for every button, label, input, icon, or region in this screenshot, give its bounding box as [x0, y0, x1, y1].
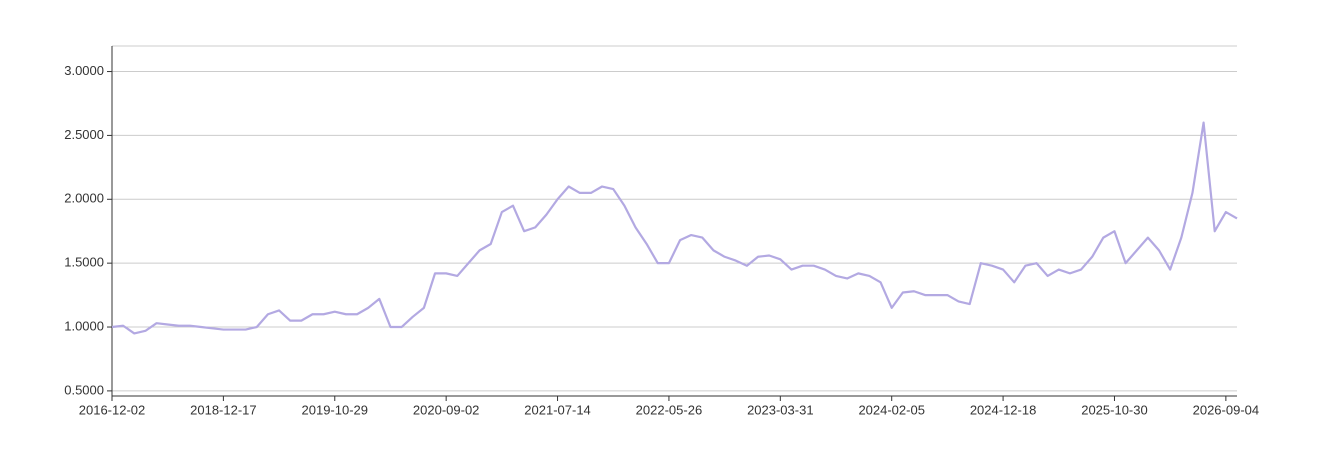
x-tick-label: 2021-07-14	[524, 402, 591, 417]
x-tick-label: 2024-12-18	[970, 402, 1037, 417]
y-tick-label: 2.0000	[64, 191, 104, 206]
x-tick-label: 2019-10-29	[302, 402, 369, 417]
x-tick-label: 2026-09-04	[1193, 402, 1260, 417]
x-tick-label: 2016-12-02	[79, 402, 146, 417]
y-tick-label: 2.5000	[64, 127, 104, 142]
x-tick-label: 2024-02-05	[858, 402, 925, 417]
x-tick-label: 2022-05-26	[636, 402, 703, 417]
y-tick-label: 1.5000	[64, 255, 104, 270]
x-tick-label: 2018-12-17	[190, 402, 257, 417]
x-tick-label: 2023-03-31	[747, 402, 814, 417]
y-tick-label: 3.0000	[64, 63, 104, 78]
y-tick-label: 1.0000	[64, 318, 104, 333]
x-tick-label: 2020-09-02	[413, 402, 480, 417]
x-tick-label: 2025-10-30	[1081, 402, 1148, 417]
data-line	[111, 121, 1238, 335]
y-tick-label: 0.5000	[64, 382, 104, 397]
